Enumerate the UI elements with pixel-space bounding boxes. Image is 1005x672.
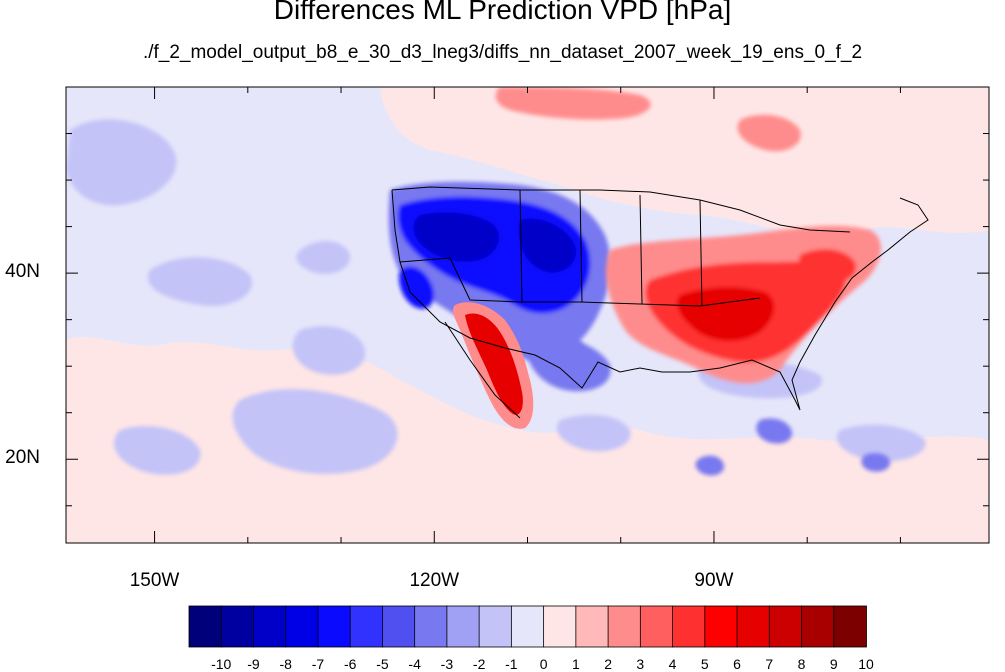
light-red-regions: [66, 87, 989, 543]
eastern-us-red-region: [495, 87, 881, 384]
colorbar-swatch: [285, 605, 319, 648]
x-tick-label: 90W: [694, 570, 734, 591]
colorbar-swatch: [801, 605, 835, 648]
map-title: Differences ML Prediction VPD [hPa]: [273, 0, 732, 25]
colorbar-swatch: [575, 605, 609, 648]
colorbar-label: 9: [829, 656, 838, 672]
coastlines: [391, 186, 929, 419]
colorbar-swatch: [768, 605, 803, 648]
colorbar-swatch: [317, 605, 352, 648]
colorbar-swatch: [382, 605, 416, 648]
colorbar-label: -1: [505, 656, 518, 672]
colorbar-swatch: [188, 605, 223, 648]
colorbar-label: -5: [376, 656, 389, 672]
axis-ticks: [66, 86, 989, 543]
colorbar-label: 5: [700, 656, 709, 672]
colorbar-label: -3: [440, 656, 454, 672]
colorbar-label: 10: [858, 656, 874, 672]
colorbar-swatch: [220, 605, 255, 648]
colorbar-label: -7: [311, 656, 325, 672]
colorbar-swatch: [478, 605, 513, 648]
x-tick-label: 120W: [409, 570, 460, 591]
colorbar-label: 6: [733, 656, 741, 672]
colorbar-swatch: [833, 605, 867, 648]
colorbar-swatch: [253, 605, 287, 648]
colorbar-swatch: [510, 605, 545, 648]
colorbar-label: 1: [571, 656, 580, 672]
map-field: [66, 87, 989, 543]
colorbar-swatch: [639, 605, 674, 648]
colorbar-swatch: [414, 605, 448, 648]
y-tick-label: 40N: [5, 261, 40, 283]
colorbar-label: -2: [472, 656, 486, 672]
baja-red-strip: [452, 302, 534, 429]
colorbar-swatch: [607, 605, 642, 648]
x-tick-label: 150W: [129, 570, 180, 591]
colorbar-label: 0: [539, 656, 548, 672]
colorbar-swatch: [672, 605, 706, 648]
colorbar-label: -8: [279, 656, 292, 672]
colorbar-label: 2: [604, 656, 612, 672]
colorbar-label: 8: [797, 656, 806, 672]
colorbar-swatch: [349, 605, 384, 648]
colorbar-swatch: [704, 605, 738, 648]
colorbar-label: -4: [408, 656, 421, 672]
colorbar-label: -10: [211, 656, 232, 672]
colorbar-label: 3: [636, 656, 645, 672]
colorbar: [188, 605, 867, 648]
y-tick-label: 20N: [5, 447, 40, 469]
colorbar-swatch: [446, 605, 481, 648]
colorbar-label: 7: [765, 656, 774, 672]
colorbar-swatch: [736, 605, 771, 648]
colorbar-swatch: [543, 605, 577, 648]
map-subtitle: ./f_2_model_output_b8_e_30_d3_lneg3/diff…: [142, 42, 863, 63]
colorbar-label: -6: [343, 656, 357, 672]
colorbar-label: -9: [247, 656, 260, 672]
colorbar-label: 4: [668, 656, 677, 672]
western-us-blue-region: [388, 181, 611, 370]
